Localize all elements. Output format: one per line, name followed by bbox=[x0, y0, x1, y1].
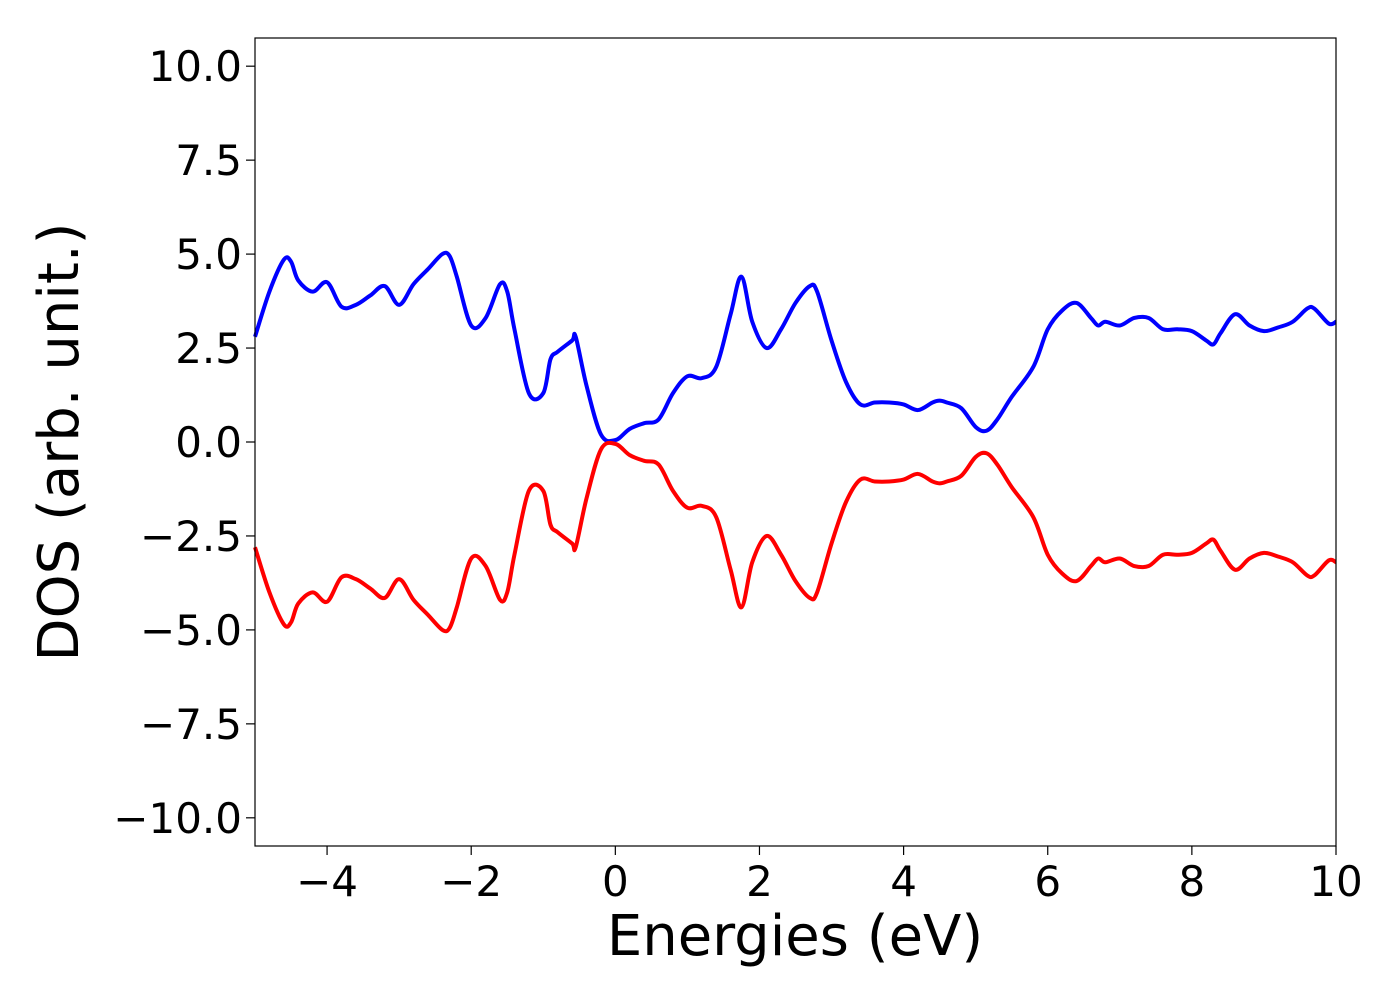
y-tick-label: 5.0 bbox=[175, 230, 242, 279]
x-axis-label: Energies (eV) bbox=[607, 904, 983, 969]
y-tick-label: 10.0 bbox=[148, 42, 242, 91]
x-tick-label: −2 bbox=[440, 857, 502, 906]
y-tick-label: 7.5 bbox=[175, 136, 242, 185]
y-tick-label: −7.5 bbox=[140, 700, 242, 749]
x-tick-label: 4 bbox=[890, 857, 917, 906]
plot-frame bbox=[254, 37, 1337, 847]
y-axis-label: DOS (arb. unit.) bbox=[27, 222, 92, 661]
y-tick-label: −2.5 bbox=[140, 512, 242, 561]
x-tick-label: 2 bbox=[746, 857, 773, 906]
x-tick-label: −4 bbox=[296, 857, 358, 906]
y-axis-ticks: 10.0 7.5 5.0 2.5 0.0 −2.5 −5.0 −7.5 −10.0 bbox=[113, 42, 255, 843]
y-tick-label: −5.0 bbox=[140, 606, 242, 655]
dos-spin-down-line bbox=[253, 440, 1337, 634]
x-tick-label: 10 bbox=[1309, 857, 1362, 906]
y-tick-label: 0.0 bbox=[175, 418, 242, 467]
x-tick-label: 0 bbox=[602, 857, 629, 906]
series-layer bbox=[253, 250, 1337, 634]
dos-spin-up-line bbox=[253, 250, 1337, 444]
x-tick-label: 6 bbox=[1034, 857, 1061, 906]
y-tick-label: −10.0 bbox=[113, 794, 242, 843]
x-axis-ticks: −4 −2 0 2 4 6 8 10 bbox=[296, 846, 1363, 906]
x-tick-label: 8 bbox=[1178, 857, 1205, 906]
y-tick-label: 2.5 bbox=[175, 324, 242, 373]
